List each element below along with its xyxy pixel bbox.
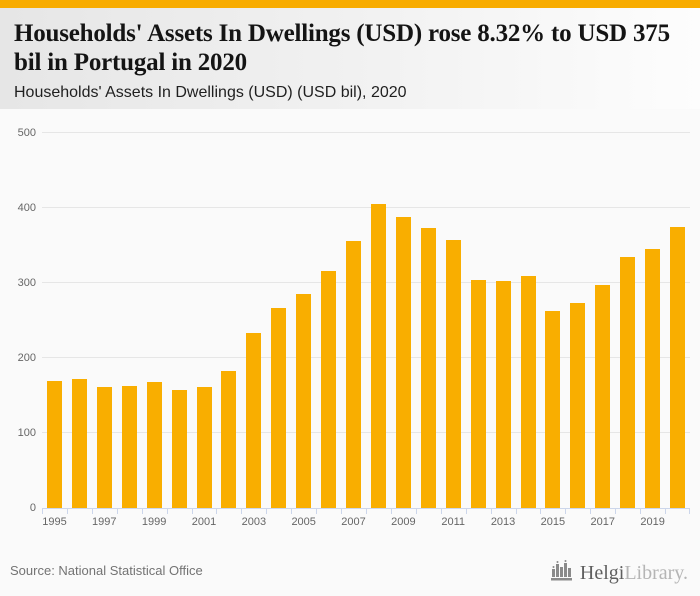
x-axis-tick (440, 509, 442, 514)
bar-2002 (221, 370, 237, 508)
x-axis-label-2011: 2011 (441, 516, 466, 528)
bar-2013 (495, 280, 511, 508)
x-axis-label-1997: 1997 (92, 516, 117, 528)
gridline-500 (42, 132, 690, 133)
x-axis-tick (141, 509, 143, 514)
bar-2015 (545, 310, 561, 508)
bar-2003 (246, 332, 262, 508)
gridline-400 (42, 207, 690, 208)
x-axis-tick (91, 509, 93, 514)
x-axis-tick (615, 509, 617, 514)
x-axis-tick (640, 509, 642, 514)
bar-1997 (96, 387, 112, 508)
gridline-100 (42, 432, 690, 433)
bar-1998 (121, 385, 137, 508)
bar-2005 (296, 293, 312, 508)
x-axis-label-2001: 2001 (191, 516, 217, 528)
x-axis-label-2019: 2019 (640, 516, 665, 528)
bar-2008 (370, 204, 386, 508)
bar-2012 (470, 280, 486, 508)
bar-2009 (395, 217, 411, 508)
header: Households' Assets In Dwellings (USD) ro… (0, 8, 700, 109)
top-accent-bar (0, 0, 700, 8)
logo-wordmark: HelgiLibrary. (580, 563, 688, 583)
bar-2004 (271, 307, 287, 508)
x-axis-tick (515, 509, 517, 514)
bar-2018 (620, 256, 636, 508)
bar-2016 (570, 303, 586, 508)
x-axis-tick (565, 509, 567, 514)
y-axis-label-0: 0 (29, 502, 36, 514)
x-axis-tick (689, 509, 690, 514)
x-axis-label-2015: 2015 (540, 516, 566, 528)
bar-2017 (595, 285, 611, 508)
x-axis-line (42, 508, 690, 509)
bar-2014 (520, 275, 536, 508)
x-axis-tick (266, 509, 268, 514)
bar-1995 (46, 380, 62, 508)
x-axis-label-2013: 2013 (490, 516, 516, 528)
logo-text-library: Library. (624, 561, 688, 584)
y-axis-label-400: 400 (17, 202, 36, 214)
x-axis-tick (465, 509, 467, 514)
x-axis-label-2009: 2009 (391, 516, 416, 528)
x-axis-tick (540, 509, 542, 514)
source-note: Source: National Statistical Office (10, 563, 203, 578)
gridline-300 (42, 282, 690, 283)
y-axis-label-200: 200 (17, 352, 36, 364)
x-axis-tick (191, 509, 193, 514)
chart-title: Households' Assets In Dwellings (USD) ro… (14, 20, 670, 76)
x-axis-tick (291, 509, 293, 514)
bar-2011 (445, 240, 461, 508)
x-axis-tick (42, 509, 43, 514)
x-axis-tick (116, 509, 118, 514)
bar-1996 (71, 379, 87, 508)
x-axis-label-2003: 2003 (241, 516, 267, 528)
x-axis-tick (390, 509, 392, 514)
bar-2006 (321, 271, 337, 508)
x-axis-tick (66, 509, 68, 514)
x-axis-tick (216, 509, 218, 514)
x-axis-label-2017: 2017 (590, 516, 615, 528)
x-axis-tick (241, 509, 243, 514)
bar-2007 (346, 241, 362, 508)
x-axis-tick (316, 509, 318, 514)
x-axis-tick (166, 509, 168, 514)
x-axis-tick (341, 509, 343, 514)
y-axis-label-300: 300 (17, 277, 36, 289)
y-axis-label-100: 100 (17, 427, 36, 439)
gridline-200 (42, 357, 690, 358)
bar-1999 (146, 382, 162, 508)
x-axis-label-2005: 2005 (291, 516, 316, 528)
x-axis-tick (590, 509, 592, 514)
plot-area: 0 100 200 300 400 500 1995 1997 1999 2001 2003 2005… (18, 127, 690, 528)
x-axis-tick (415, 509, 417, 514)
bar-2010 (420, 228, 436, 508)
x-axis-tick (490, 509, 492, 514)
bar-2001 (196, 387, 212, 508)
chart-subtitle: Households' Assets In Dwellings (USD) (U… (14, 84, 407, 101)
footer: Source: National Statistical Office Helg… (0, 545, 700, 596)
x-axis-label-1995: 1995 (42, 516, 67, 528)
helgi-logo-icon (550, 559, 572, 580)
y-axis-label-500: 500 (17, 127, 36, 139)
x-axis-tick (665, 509, 667, 514)
bar-2019 (645, 248, 661, 508)
logo-text-helgi: Helgi (579, 561, 625, 584)
bar-2020 (670, 226, 686, 508)
x-axis-tick (366, 509, 367, 514)
x-axis-label-2007: 2007 (341, 516, 366, 528)
helgi-library-logo: HelgiLibrary. (550, 559, 688, 583)
bar-2000 (171, 389, 187, 508)
bar-chart: 0 100 200 300 400 500 1995 1997 1999 2001 2003 2005… (0, 109, 700, 545)
x-axis-label-1999: 1999 (141, 516, 167, 528)
